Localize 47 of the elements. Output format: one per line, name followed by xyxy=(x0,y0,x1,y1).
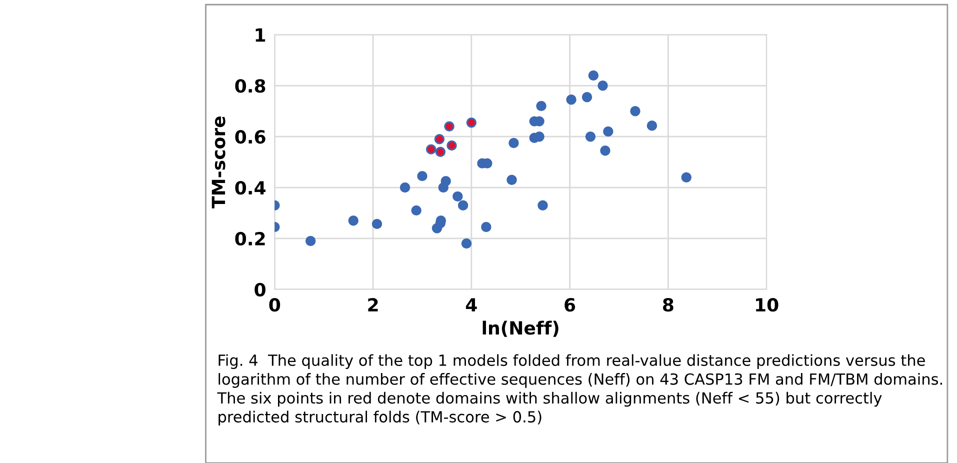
point xyxy=(446,140,457,151)
x-tick-label: 0 xyxy=(269,298,280,312)
y-tick-label: 0.8 xyxy=(235,79,266,93)
x-tick-label: 6 xyxy=(564,298,576,312)
point xyxy=(372,218,382,230)
x-tick-label: 8 xyxy=(663,298,674,312)
point xyxy=(417,170,428,182)
point xyxy=(458,200,468,210)
point xyxy=(588,70,599,81)
point xyxy=(434,134,445,144)
point xyxy=(603,126,614,137)
point xyxy=(452,191,463,202)
point xyxy=(566,94,576,105)
x-axis-title: ln(Neff) xyxy=(482,320,558,337)
x-tick-label: 2 xyxy=(368,298,378,312)
point xyxy=(435,146,446,157)
point xyxy=(444,121,454,132)
point xyxy=(481,222,492,232)
point xyxy=(582,92,592,102)
point xyxy=(411,205,422,216)
point xyxy=(305,236,316,246)
x-tick-label: 10 xyxy=(756,298,778,312)
point xyxy=(466,117,477,128)
y-axis-title: TM-score xyxy=(212,116,226,208)
point xyxy=(508,138,519,148)
point xyxy=(598,80,608,91)
point xyxy=(348,216,358,226)
point xyxy=(400,182,410,193)
x-tick-label: 4 xyxy=(466,298,477,312)
point xyxy=(600,145,610,156)
point xyxy=(440,176,451,186)
caption: Fig. 4 The quality of the top 1 models folded from real-value distance predictions versus the logarithm of the number of effective sequences (Neff) on 43 CASP13 FM and FM/TBM domains. The six points in red denote domains with shallow alignments (Neff < 55) but correctly predicted structural folds (TM-score > 0.5) xyxy=(217,354,942,426)
point xyxy=(461,238,472,249)
point xyxy=(538,200,548,210)
point xyxy=(536,100,546,112)
point xyxy=(426,144,436,154)
point xyxy=(534,131,544,142)
point xyxy=(506,174,517,185)
y-tick-label: 0.2 xyxy=(235,232,265,246)
point xyxy=(630,106,640,116)
point xyxy=(681,172,692,182)
point xyxy=(585,131,596,142)
y-tick-label: 0.4 xyxy=(235,180,266,195)
y-tick-label: 0.6 xyxy=(235,130,266,144)
y-tick-label: 0 xyxy=(254,282,266,296)
point xyxy=(646,120,658,131)
y-tick-label: 1 xyxy=(256,28,266,42)
